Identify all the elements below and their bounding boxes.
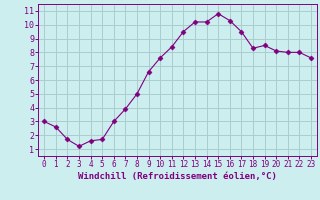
X-axis label: Windchill (Refroidissement éolien,°C): Windchill (Refroidissement éolien,°C)	[78, 172, 277, 181]
